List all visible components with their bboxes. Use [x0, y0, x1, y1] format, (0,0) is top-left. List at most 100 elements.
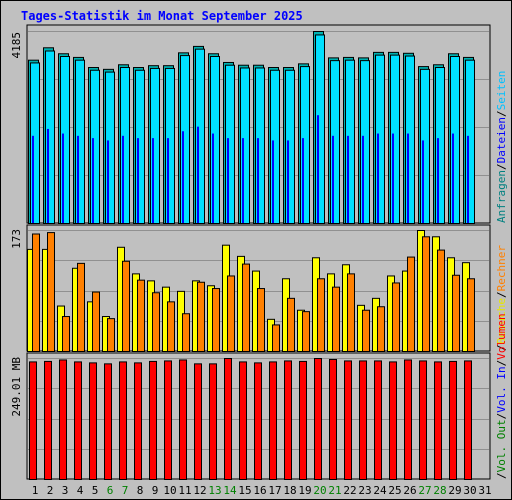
- x-tick-label: 21: [328, 484, 341, 497]
- bar-volumen: [404, 359, 412, 481]
- bar-volumen: [194, 363, 202, 481]
- legend-entry: Anfragen: [495, 170, 508, 223]
- bar-dateien: [137, 138, 139, 223]
- bar-seiten: [165, 67, 175, 224]
- bar-volumen: [89, 362, 97, 480]
- legend-entry: Seiten: [495, 71, 508, 111]
- bar-rechner: [227, 275, 235, 353]
- bar-rechner: [332, 286, 340, 352]
- legend-bottom: /Vol. Out/Vol. In/Volumen: [495, 313, 508, 479]
- legend-entry: Dateien: [495, 117, 508, 163]
- x-tick-label: 16: [253, 484, 266, 497]
- bar-dateien: [212, 133, 214, 223]
- bar-seiten: [390, 54, 400, 224]
- x-tick-label: 4: [77, 484, 84, 497]
- legend-entry: Vol. Out: [495, 419, 508, 472]
- x-tick-label: 18: [283, 484, 296, 497]
- bar-rechner: [377, 306, 385, 353]
- x-tick-label: 5: [92, 484, 99, 497]
- bar-rechner: [122, 260, 130, 352]
- bar-dateien: [227, 138, 229, 223]
- bar-rechner: [212, 288, 220, 353]
- bar-rechner: [452, 274, 460, 352]
- x-tick-label: 13: [208, 484, 221, 497]
- bar-dateien: [347, 135, 349, 223]
- legend-entry: /: [495, 344, 508, 351]
- bar-rechner: [302, 311, 310, 352]
- axis-max-label-visits: 173: [10, 229, 23, 249]
- bar-dateien: [77, 135, 79, 223]
- bar-volumen: [314, 358, 322, 480]
- bar-dateien: [62, 133, 64, 223]
- bar-volumen: [209, 363, 217, 481]
- bar-dateien: [242, 138, 244, 223]
- bar-seiten: [315, 34, 325, 225]
- bar-seiten: [405, 55, 415, 225]
- bar-dateien: [362, 135, 364, 223]
- legend-entry: Besuche: [495, 298, 508, 344]
- bar-volumen: [389, 361, 397, 481]
- x-tick-label: 20: [313, 484, 326, 497]
- bar-seiten: [270, 69, 280, 224]
- x-tick-label: 25: [388, 484, 401, 497]
- bar-rechner: [407, 256, 415, 352]
- bar-seiten: [435, 67, 445, 224]
- bar-seiten: [420, 68, 430, 225]
- bar-seiten: [255, 67, 265, 225]
- bar-seiten: [60, 56, 70, 224]
- bar-seiten: [375, 54, 385, 224]
- bar-rechner: [197, 281, 205, 353]
- bar-volumen: [269, 361, 277, 481]
- bar-volumen: [59, 359, 67, 481]
- bar-rechner: [287, 297, 295, 353]
- axis-max-label-volume: 249.01 MB: [10, 357, 23, 417]
- bar-dateien: [452, 133, 454, 223]
- bar-rechner: [152, 292, 160, 353]
- bar-rechner: [47, 232, 55, 352]
- bar-dateien: [32, 135, 34, 223]
- bar-seiten: [240, 67, 250, 225]
- bar-rechner: [62, 316, 70, 352]
- x-tick-label: 14: [223, 484, 237, 497]
- bar-dateien: [407, 133, 409, 223]
- bar-rechner: [347, 273, 355, 353]
- x-tick-label: 24: [373, 484, 387, 497]
- bar-seiten: [465, 59, 475, 225]
- bar-volumen: [359, 360, 367, 480]
- bar-dateien: [467, 135, 469, 223]
- x-tick-label: 30: [463, 484, 476, 497]
- bar-rechner: [437, 249, 445, 352]
- bar-dateien: [47, 128, 49, 223]
- bar-dateien: [122, 135, 124, 223]
- bar-dateien: [182, 131, 184, 223]
- bar-rechner: [242, 263, 250, 353]
- legend-entry: /: [495, 413, 508, 420]
- bar-rechner: [107, 318, 115, 352]
- bar-dateien: [302, 138, 304, 223]
- x-tick-label: 11: [178, 484, 191, 497]
- x-tick-label: 6: [107, 484, 114, 497]
- bar-dateien: [332, 135, 334, 223]
- bar-rechner: [362, 309, 370, 352]
- bar-rechner: [32, 233, 40, 353]
- x-tick-label: 29: [448, 484, 461, 497]
- legend-entry: /: [495, 163, 508, 170]
- bar-volumen: [344, 360, 352, 480]
- bar-seiten: [90, 69, 100, 224]
- bar-volumen: [284, 360, 292, 480]
- bar-rechner: [137, 279, 145, 353]
- legend-entry: /: [495, 472, 508, 479]
- bar-volumen: [464, 360, 472, 480]
- bar-seiten: [225, 64, 235, 224]
- x-tick-label: 27: [418, 484, 431, 497]
- bar-volumen: [449, 360, 457, 481]
- bar-dateien: [167, 138, 169, 223]
- x-tick-label: 10: [163, 484, 176, 497]
- legend-entry: Vol. In: [495, 366, 508, 412]
- x-tick-label: 7: [122, 484, 129, 497]
- bar-dateien: [107, 140, 109, 223]
- bar-volumen: [179, 359, 187, 481]
- bar-dateien: [272, 140, 274, 223]
- x-tick-label: 23: [358, 484, 371, 497]
